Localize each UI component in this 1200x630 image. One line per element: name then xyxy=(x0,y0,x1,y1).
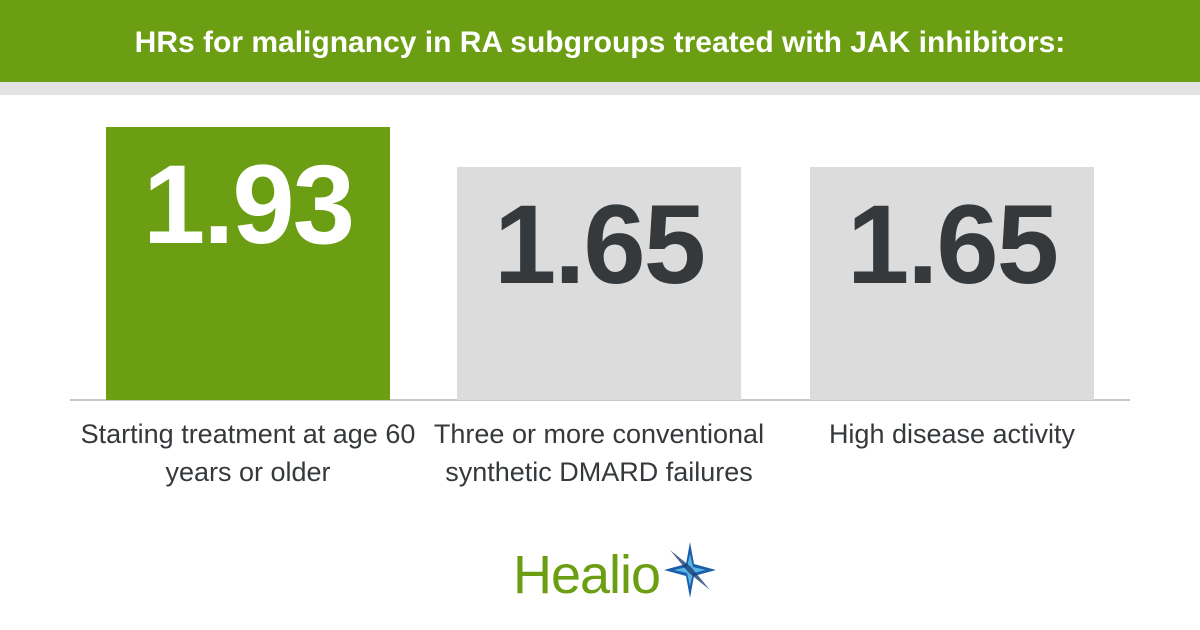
chart-title: HRs for malignancy in RA subgroups treat… xyxy=(134,26,1066,59)
title-band xyxy=(0,0,1200,82)
value-label: 1.65 xyxy=(494,181,706,307)
bar xyxy=(106,126,390,400)
category-label: Three or more conventional synthetic DMA… xyxy=(433,419,765,487)
logo-text: Healio xyxy=(513,545,661,605)
value-label: 1.93 xyxy=(143,141,355,267)
logo-star xyxy=(664,542,716,598)
baseline xyxy=(70,399,1130,401)
category-label: High disease activity xyxy=(828,419,1076,449)
title-strip xyxy=(0,82,1200,95)
value-label: 1.65 xyxy=(847,181,1059,307)
category-label: Starting treatment at age 60 years or ol… xyxy=(80,419,416,487)
bar xyxy=(810,166,1094,400)
bar xyxy=(457,166,741,400)
